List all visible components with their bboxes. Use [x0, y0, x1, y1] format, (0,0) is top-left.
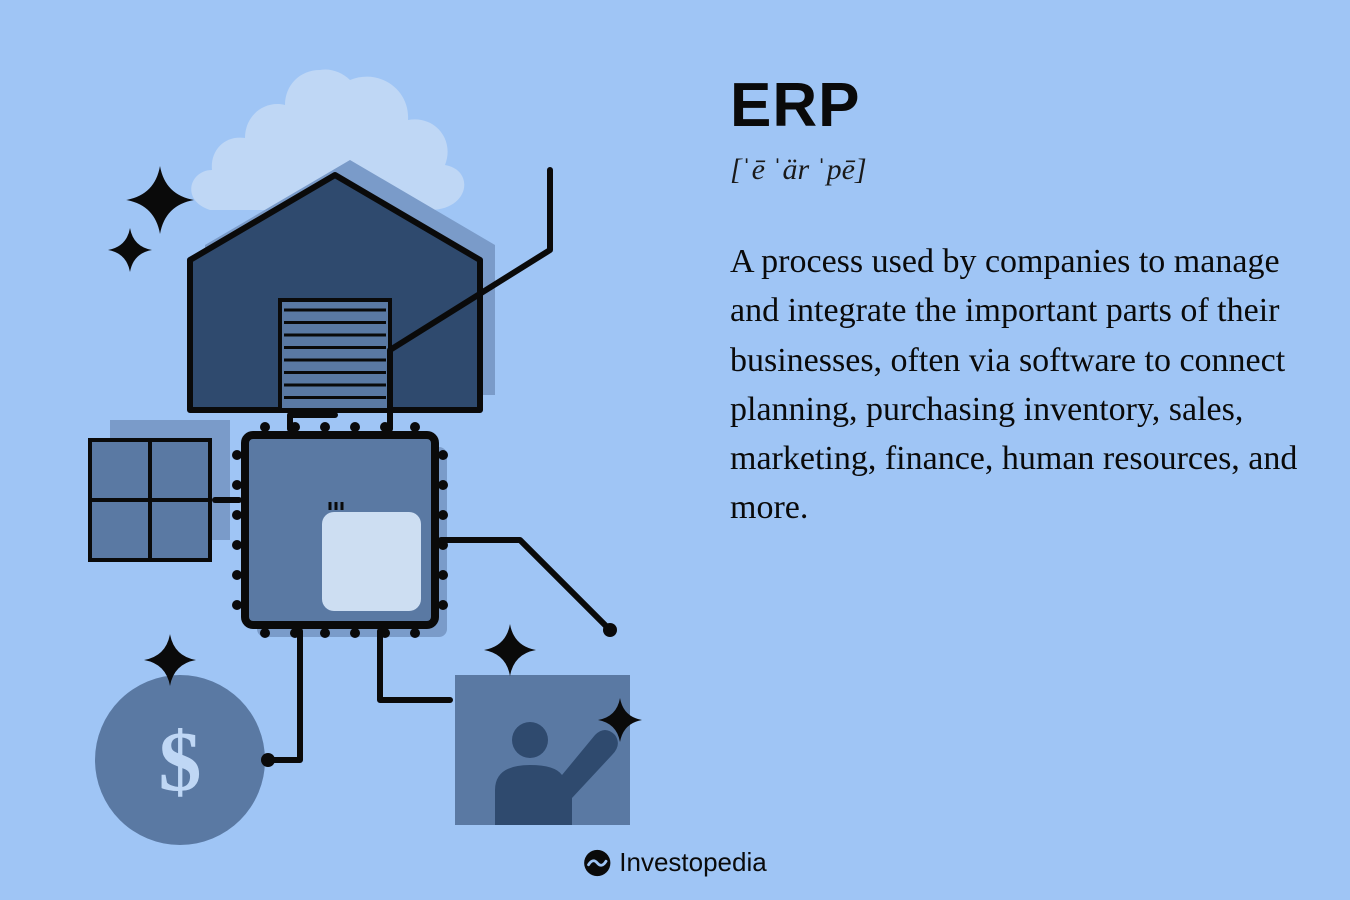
- text-block: ERP [ˈē ˈär ˈpē] A process used by compa…: [730, 70, 1300, 533]
- infographic-canvas: $ ERP [ˈē ˈär ˈpē] A process used by com…: [0, 0, 1350, 900]
- definition-text: A process used by companies to manage an…: [730, 237, 1300, 533]
- brand-text: Investopedia: [619, 847, 766, 878]
- title: ERP: [730, 70, 1300, 141]
- brand-footer: Investopedia: [583, 847, 766, 878]
- brand-logo-icon: [583, 849, 611, 877]
- svg-text:$: $: [159, 713, 202, 809]
- erp-illustration: $: [50, 20, 690, 850]
- pronunciation: [ˈē ˈär ˈpē]: [730, 153, 1300, 187]
